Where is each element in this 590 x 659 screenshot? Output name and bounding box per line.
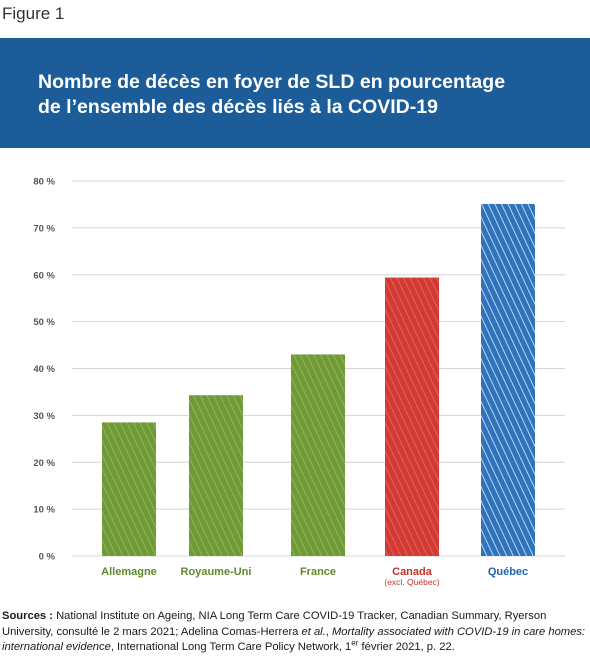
y-tick-label: 80 %	[33, 177, 55, 188]
x-tick-sublabel: (excl. Québec)	[384, 577, 439, 587]
sources-sup: er	[351, 638, 359, 648]
y-axis-ticks: 0 % 10 % 20 % 30 % 40 % 50 % 60 % 70 % 80 %	[33, 177, 55, 563]
x-tick-label: Allemagne	[101, 566, 157, 578]
bar-canada	[385, 277, 439, 556]
y-tick-label: 0 %	[39, 552, 56, 563]
bar-chart: 0 % 10 % 20 % 30 % 40 % 50 % 60 % 70 % 80 % Alle…	[33, 177, 565, 587]
sources-note: Sources : National Institute on Ageing, …	[2, 609, 588, 656]
y-tick-label: 70 %	[33, 223, 55, 234]
x-axis-labels: Allemagne Royaume-Uni France Canada(excl. Q…	[101, 566, 528, 587]
sources-etal: et al.	[301, 625, 326, 638]
y-tick-label: 50 %	[33, 317, 55, 328]
bar-qu-bec	[481, 203, 535, 556]
x-tick-label: France	[300, 566, 336, 578]
sources-text-4: février 2021, p. 22.	[361, 641, 455, 653]
y-tick-label: 30 %	[33, 411, 55, 422]
chart-title-line-1: Nombre de décès en foyer de SLD en pourc…	[38, 71, 506, 93]
x-tick-label: Canada	[392, 566, 433, 578]
bar-france	[291, 354, 345, 556]
bar-allemagne	[102, 422, 156, 556]
sources-text-1: National Institute on Ageing, NIA Long T…	[2, 610, 547, 638]
y-tick-label: 40 %	[33, 364, 55, 375]
chart-area: 0 % 10 % 20 % 30 % 40 % 50 % 60 % 70 % 80 % Alle…	[0, 166, 590, 596]
figure-label: Figure 1	[2, 4, 65, 23]
sources-italic-title: Mortality associated with COVID-19 in ca…	[2, 625, 586, 654]
y-tick-label: 60 %	[33, 270, 55, 281]
chart-title: Nombre de décès en foyer de SLD en pourc…	[38, 70, 568, 120]
y-tick-label: 10 %	[33, 505, 55, 516]
chart-title-banner: Nombre de décès en foyer de SLD en pourc…	[0, 38, 590, 148]
sources-text-2: ,	[325, 625, 329, 638]
x-tick-label: Royaume-Uni	[181, 566, 252, 578]
bars	[102, 203, 535, 556]
bar-royaume-uni	[189, 395, 243, 556]
y-tick-label: 20 %	[33, 458, 55, 469]
x-tick-label: Québec	[488, 566, 528, 578]
sources-label: Sources :	[2, 610, 53, 622]
chart-title-line-2: de l’ensemble des décès liés à la COVID-…	[38, 96, 438, 118]
sources-text-3: , International Long Term Care Policy Ne…	[110, 641, 352, 653]
